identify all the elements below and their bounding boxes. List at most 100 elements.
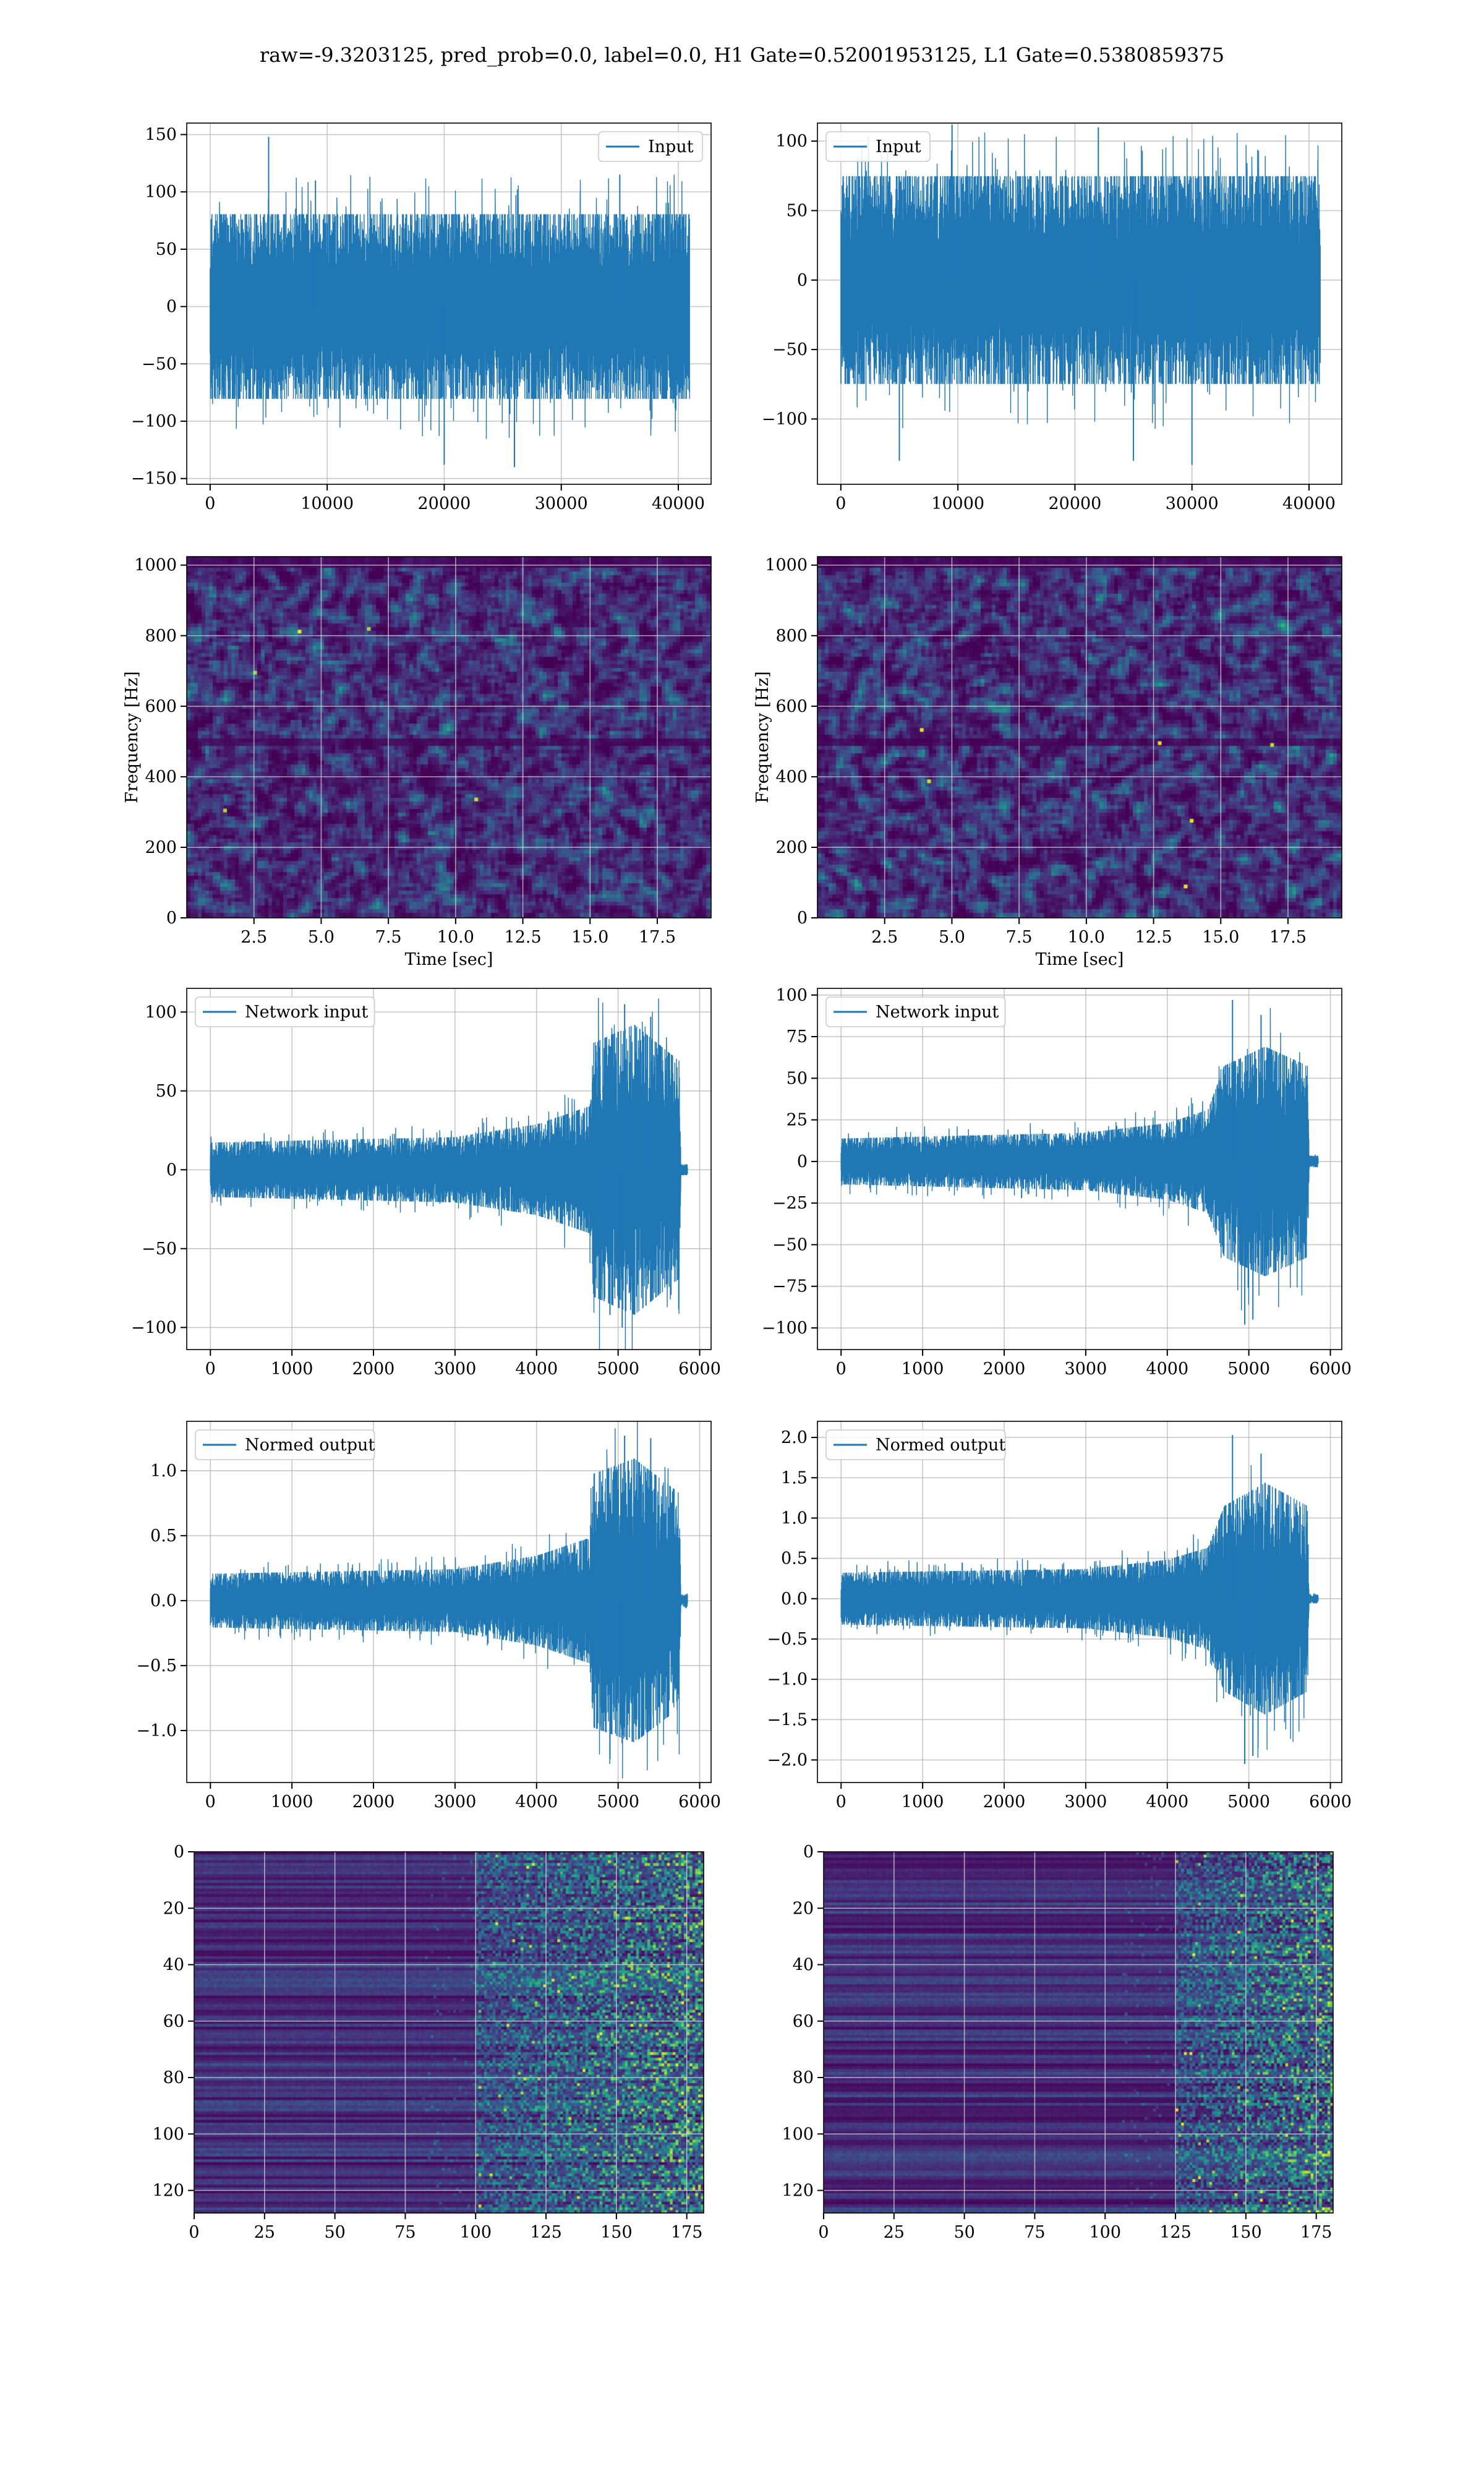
x-tick-label: 175 (1300, 2223, 1333, 2242)
y-tick-label: 0 (803, 1843, 814, 1862)
x-tick-label: 10.0 (437, 928, 474, 947)
x-tick-label: 75 (1024, 2223, 1045, 2242)
x-tick-label: 0 (836, 1359, 846, 1379)
spectrogram-chart: 2.5 5.0 7.5 10.0 12.5 15.0 17.5 0 200 400 600 800 10… (122, 556, 712, 969)
x-tick-label: 50 (953, 2223, 974, 2242)
y-tick-label: −150 (131, 469, 177, 489)
x-tick-label: 12.5 (505, 928, 542, 947)
x-tick-label: 5.0 (308, 928, 335, 947)
embedding-heatmap: 0 25 50 75 100 125 150 175 0 20 40 60 80 100 120 (152, 1843, 704, 2242)
y-tick-label: 120 (152, 2181, 184, 2201)
h1-embedding-panel: 0 25 50 75 100 125 150 175 0 20 40 60 80 100 120 (152, 1843, 704, 2242)
y-tick-label: 100 (152, 2125, 184, 2144)
legend-label: Input (876, 137, 921, 156)
legend: Normed output (825, 1429, 1006, 1460)
x-tick-label: 7.5 (1006, 928, 1033, 947)
x-tick-label: 2.5 (241, 928, 267, 947)
y-tick-label: 40 (793, 1956, 814, 1975)
line-chart: 0 10000 20000 30000 40000 −150 −100 −50 0 50 100 15… (131, 122, 712, 513)
x-tick-label: 2000 (352, 1792, 395, 1812)
x-tick-label: 0 (836, 1792, 846, 1812)
y-tick-label: −25 (772, 1194, 808, 1213)
axes: 0 1000 2000 3000 4000 5000 6000 −2.0 −1.5 −1.0 −0.… (767, 1428, 1351, 1812)
legend: Input (825, 131, 931, 162)
legend-label: Network input (876, 1003, 999, 1022)
x-tick-label: 0 (189, 2223, 199, 2242)
plot-frame (817, 988, 1342, 1350)
x-tick-label: 0 (835, 494, 846, 513)
x-tick-label: 125 (530, 2223, 562, 2242)
y-tick-label: 50 (156, 1082, 177, 1101)
plot-frame (817, 1421, 1342, 1783)
y-tick-label: 60 (163, 2012, 184, 2031)
axes: 0 10000 20000 30000 40000 −100 −50 0 50 100 (762, 132, 1336, 513)
plot-frame (186, 556, 712, 918)
y-tick-label: 1.5 (781, 1468, 808, 1487)
legend: Normed output (195, 1429, 375, 1460)
x-tick-label: 4000 (1146, 1359, 1188, 1379)
y-tick-label: 100 (145, 182, 177, 202)
y-tick-label: 800 (145, 627, 177, 646)
y-tick-label: 0 (797, 271, 808, 290)
y-tick-label: 100 (782, 2125, 814, 2144)
x-axis-label: Time [sec] (405, 950, 493, 969)
y-tick-label: 200 (775, 838, 808, 857)
x-tick-label: 0 (205, 1359, 216, 1379)
x-tick-label: 0 (205, 1792, 216, 1812)
y-tick-label: −100 (131, 412, 177, 431)
y-tick-label: −1.5 (767, 1710, 808, 1729)
plot-frame (194, 1851, 704, 2214)
spectrogram-raster (817, 557, 1342, 918)
y-tick-label: 100 (775, 986, 808, 1005)
x-tick-label: 5000 (597, 1359, 639, 1379)
x-tick-label: 40000 (652, 494, 705, 513)
x-tick-label: 3000 (1065, 1792, 1107, 1812)
legend-box (825, 1429, 1006, 1460)
legend: Input (598, 131, 703, 162)
l1-embedding-panel: 0 25 50 75 100 125 150 175 0 20 40 60 80 100 120 (782, 1843, 1334, 2242)
legend: Network input (195, 996, 375, 1027)
axes: 0 10000 20000 30000 40000 −150 −100 −50 0 50 100 15… (131, 126, 705, 513)
embedding-heatmap: 0 25 50 75 100 125 150 175 0 20 40 60 80 100 120 (782, 1843, 1334, 2242)
series-line (210, 174, 690, 439)
y-tick-label: 80 (163, 2068, 184, 2087)
x-tick-label: 6000 (678, 1359, 721, 1379)
plot-frame (186, 1421, 712, 1783)
y-tick-label: 0 (166, 1160, 177, 1179)
y-tick-label: 0.0 (150, 1591, 177, 1611)
x-tick-label: 5.0 (939, 928, 965, 947)
y-tick-label: 150 (145, 126, 177, 145)
series-line (840, 1465, 1319, 1758)
y-tick-label: 1000 (134, 556, 177, 575)
y-tick-label: 0.5 (150, 1526, 177, 1546)
axes: 0 1000 2000 3000 4000 5000 6000 −1.0 −0.5 0.0 0.5 1… (136, 1462, 720, 1812)
y-tick-label: 120 (782, 2181, 814, 2201)
x-tick-label: 1000 (271, 1359, 313, 1379)
x-tick-label: 0 (205, 494, 215, 513)
y-tick-label: 200 (145, 838, 177, 857)
y-tick-label: −100 (762, 409, 808, 429)
axes: 0 1000 2000 3000 4000 5000 6000 −100 −50 0 50 100 (131, 1003, 721, 1379)
y-tick-label: 20 (163, 1899, 184, 1918)
y-tick-label: 600 (775, 697, 808, 716)
x-tick-label: 6000 (1309, 1359, 1352, 1379)
x-tick-label: 150 (1230, 2223, 1262, 2242)
x-tick-label: 20000 (1048, 494, 1101, 513)
h1-normed-output-panel: 0 1000 2000 3000 4000 5000 6000 −1.0 −0.5 0.0 0.5 1… (136, 1421, 721, 1812)
x-tick-label: 6000 (678, 1792, 721, 1812)
x-tick-label: 10.0 (1068, 928, 1105, 947)
x-tick-label: 125 (1159, 2223, 1192, 2242)
plot-frame (186, 988, 712, 1350)
legend-label: Input (648, 137, 694, 156)
axes: 0 25 50 75 100 125 150 175 0 20 40 60 80 100 120 (782, 1843, 1332, 2242)
y-tick-label: 0 (797, 1152, 808, 1171)
legend: Network input (825, 996, 1006, 1027)
spectrogram-chart: 2.5 5.0 7.5 10.0 12.5 15.0 17.5 0 200 400 600 800 10… (753, 556, 1342, 969)
axes: 2.5 5.0 7.5 10.0 12.5 15.0 17.5 0 200 400 600 800 10… (122, 556, 676, 969)
y-tick-label: 0 (174, 1843, 184, 1862)
plot-frame (823, 1851, 1334, 2214)
y-tick-label: −50 (142, 1239, 177, 1259)
series-line (840, 132, 1321, 429)
legend-label: Normed output (245, 1436, 375, 1455)
grid (817, 557, 1342, 918)
